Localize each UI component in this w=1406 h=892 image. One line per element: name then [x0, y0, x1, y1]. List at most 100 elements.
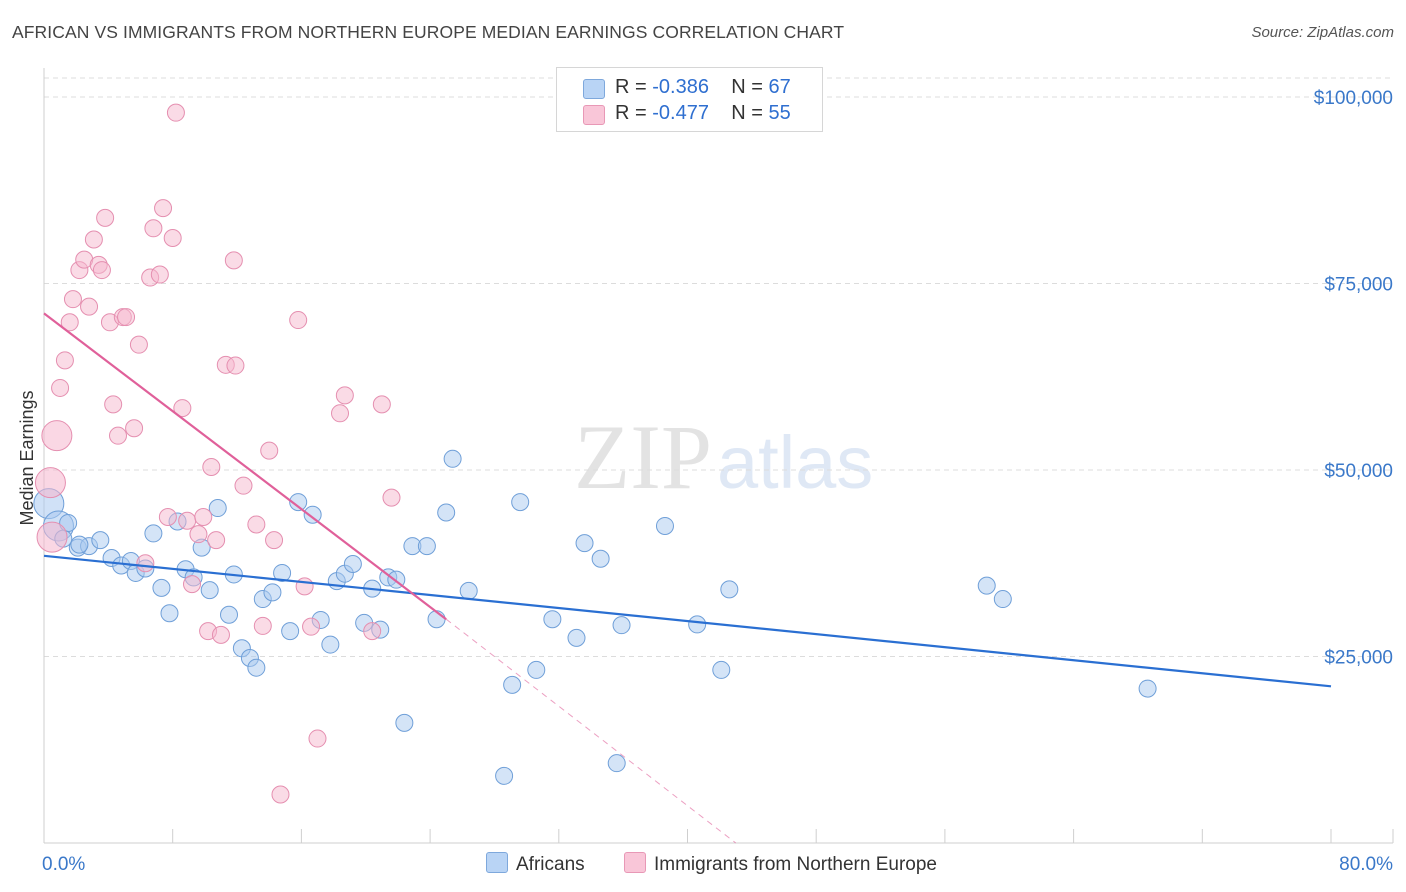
series-northern-europe [34, 103, 401, 804]
data-point [655, 516, 674, 535]
data-point [173, 399, 192, 418]
data-point [459, 581, 478, 600]
data-point [51, 378, 70, 397]
legend-text: R = -0.477 N = 55 [615, 102, 791, 125]
data-point [712, 660, 731, 679]
trend-line [43, 312, 447, 621]
n-value: 55 [768, 102, 791, 124]
data-point [166, 103, 185, 122]
data-point [263, 583, 282, 602]
n-value: 67 [768, 76, 791, 98]
y-tick-label: $50,000 [1324, 461, 1393, 482]
data-point [289, 493, 308, 512]
data-point [92, 261, 111, 280]
data-point [363, 622, 382, 641]
r-value: -0.386 [652, 76, 709, 98]
y-tick-label: $100,000 [1314, 88, 1393, 109]
data-point [260, 441, 279, 460]
data-point [607, 754, 626, 773]
data-point [295, 577, 314, 596]
data-point [720, 580, 739, 599]
data-point [343, 554, 362, 573]
data-point [977, 576, 996, 595]
data-point [372, 395, 391, 414]
watermark-zip: ZIP [574, 406, 712, 508]
data-point [1138, 679, 1157, 698]
data-point [234, 476, 253, 495]
legend-item-northern-europe[interactable]: Immigrants from Northern Europe [624, 852, 937, 876]
africans-legend-swatch [486, 852, 508, 873]
legend-text: R = -0.386 N = 67 [615, 76, 791, 99]
data-point [224, 251, 243, 270]
y-tick-label: $75,000 [1324, 275, 1393, 296]
trend-africans [43, 554, 1332, 688]
data-point [84, 230, 103, 249]
data-point [395, 713, 414, 732]
data-point [503, 675, 522, 694]
data-point [208, 499, 227, 518]
legend-label: Immigrants from Northern Europe [654, 854, 937, 875]
gridlines [44, 77, 1393, 657]
data-point [152, 578, 171, 597]
data-point [60, 313, 79, 332]
data-point [109, 426, 128, 445]
data-point [220, 605, 239, 624]
data-point [194, 507, 213, 526]
trend-northern-europe [43, 312, 737, 844]
data-point [160, 604, 179, 623]
data-point [226, 356, 245, 375]
data-point [443, 449, 462, 468]
data-point [273, 563, 292, 582]
northern-europe-legend-swatch [624, 852, 646, 873]
data-point [36, 521, 68, 553]
data-point [55, 351, 74, 370]
axes [43, 68, 1394, 844]
data-point [183, 575, 202, 594]
data-point [200, 581, 219, 600]
data-point [63, 290, 82, 309]
data-point [96, 208, 115, 227]
data-point [189, 525, 208, 544]
data-point [331, 404, 350, 423]
data-point [34, 467, 66, 499]
data-point [207, 531, 226, 550]
data-point [511, 493, 530, 512]
data-point [150, 265, 169, 284]
series-africans [33, 449, 1157, 785]
data-point [993, 590, 1012, 609]
r-label: R = [615, 76, 653, 98]
x-tick-label-min: 0.0% [42, 854, 85, 875]
data-point [144, 524, 163, 543]
series-group [33, 103, 1332, 844]
data-point [253, 616, 272, 635]
data-point [495, 766, 514, 785]
r-value: -0.477 [652, 102, 709, 124]
data-point [321, 635, 340, 654]
legend-label: Africans [516, 854, 585, 875]
data-point [202, 458, 221, 477]
data-point [104, 395, 123, 414]
data-point [382, 488, 401, 507]
data-point [154, 199, 173, 218]
northern-europe-swatch [583, 105, 605, 125]
n-label: N = [731, 76, 769, 98]
y-axis-title: Median Earnings [17, 390, 37, 525]
data-point [543, 610, 562, 629]
data-point [437, 503, 456, 522]
data-point [91, 531, 110, 550]
data-point [417, 537, 436, 556]
x-axis-labels: 0.0% 80.0% [42, 854, 1393, 875]
legend-item-africans[interactable]: Africans [486, 852, 585, 876]
data-point [303, 505, 322, 524]
source-label: Source: ZipAtlas.com [1251, 24, 1394, 41]
trend-line-extension [445, 618, 737, 844]
data-point [271, 785, 290, 804]
data-point [70, 535, 89, 554]
y-tick-label: $25,000 [1324, 648, 1393, 669]
n-label: N = [731, 102, 769, 124]
data-point [158, 507, 177, 526]
data-point [427, 610, 446, 629]
y-axis-labels: $25,000 $50,000 $75,000 $100,000 [1314, 88, 1393, 669]
data-point [144, 219, 163, 238]
data-point [129, 335, 148, 354]
